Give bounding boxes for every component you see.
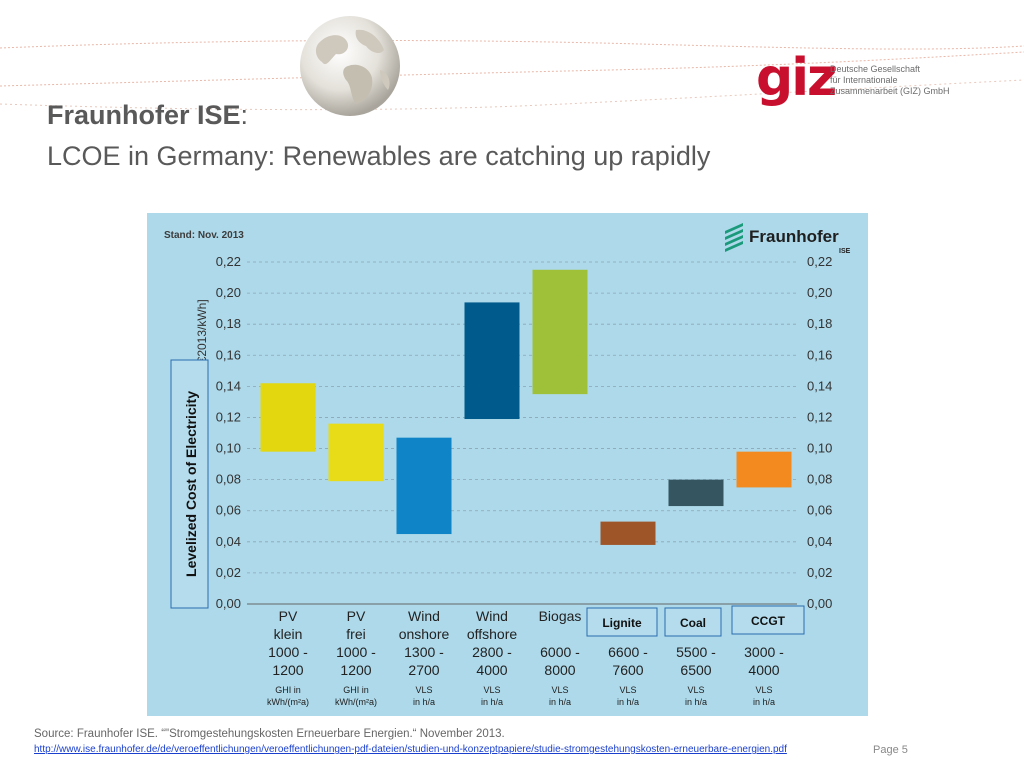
y-tick-label-right: 0,08 — [807, 472, 832, 487]
globe-icon — [300, 16, 400, 116]
x-category-label: Wind — [476, 608, 508, 624]
y-tick-label-right: 0,20 — [807, 285, 832, 300]
y-tick-label-left: 0,06 — [216, 503, 241, 518]
giz-logo-mark: giz — [756, 48, 837, 108]
overlay-label-box — [731, 605, 805, 635]
y-tick-label-right: 0,18 — [807, 316, 832, 331]
x-category-label: PV — [347, 608, 366, 624]
overlay-label-ccgt: CCGT — [751, 614, 786, 628]
x-range-label: 1300 - — [404, 644, 444, 660]
x-range-label: 8000 — [544, 662, 575, 678]
y-tick-label-left: 0,12 — [216, 409, 241, 424]
bar-lignite — [600, 521, 656, 545]
y-tick-label-left: 0,14 — [216, 378, 241, 393]
x-range-label: 6500 — [680, 662, 711, 678]
x-unit-label: VLS — [619, 685, 636, 695]
x-range-label: 2800 - — [472, 644, 512, 660]
overlay-label-box — [586, 607, 658, 637]
bar-wind-onshore — [396, 437, 452, 535]
x-category-label: Wind — [408, 608, 440, 624]
x-unit-label: in h/a — [617, 697, 639, 707]
fraunhofer-brand: Fraunhofer — [749, 227, 839, 246]
bar-coal — [668, 479, 724, 507]
x-unit-label: in h/a — [413, 697, 435, 707]
x-unit-label: VLS — [483, 685, 500, 695]
chart-stand-label: Stand: Nov. 2013 — [164, 230, 244, 241]
y-tick-label-left: 0,10 — [216, 441, 241, 456]
x-range-label: 1000 - — [268, 644, 308, 660]
fraunhofer-brand-sub: ISE — [839, 248, 851, 255]
y-tick-label-left: 0,00 — [216, 596, 241, 611]
fraunhofer-logo: Fraunhofer ISE — [725, 223, 851, 255]
x-category-label: onshore — [399, 626, 450, 642]
y-tick-label-right: 0,00 — [807, 596, 832, 611]
y-axis-label-original: [€2013/kWh] — [195, 299, 209, 366]
y-tick-label-left: 0,16 — [216, 347, 241, 362]
page-number: Page 5 — [873, 744, 908, 756]
bar-ccgt — [736, 451, 792, 488]
decorative-curves — [0, 40, 1024, 111]
y-tick-label-left: 0,08 — [216, 472, 241, 487]
x-unit-label: kWh/(m²a) — [335, 697, 377, 707]
x-range-label: 1200 — [272, 662, 303, 678]
x-unit-label: VLS — [755, 685, 772, 695]
x-range-label: 6600 - — [608, 644, 648, 660]
y-tick-label-right: 0,12 — [807, 409, 832, 424]
x-range-label: 4000 — [476, 662, 507, 678]
x-unit-label: VLS — [687, 685, 704, 695]
overlay-label-box — [664, 607, 722, 637]
x-category-label: offshore — [467, 626, 518, 642]
x-unit-label: kWh/(m²a) — [267, 697, 309, 707]
y-tick-label-right: 0,16 — [807, 347, 832, 362]
bar-wind-offshore — [464, 302, 520, 420]
x-unit-label: in h/a — [481, 697, 503, 707]
y-tick-label-left: 0,02 — [216, 565, 241, 580]
source-link[interactable]: http://www.ise.fraunhofer.de/de/veroeffe… — [34, 744, 787, 755]
y-tick-label-right: 0,14 — [807, 378, 832, 393]
bar-pv-frei — [328, 423, 384, 482]
y-tick-label-left: 0,04 — [216, 534, 241, 549]
x-unit-label: in h/a — [685, 697, 707, 707]
x-unit-label: GHI in — [275, 685, 301, 695]
x-range-label: 4000 — [748, 662, 779, 678]
x-range-label: 1000 - — [336, 644, 376, 660]
source-citation: Source: Fraunhofer ISE. “"Stromgestehung… — [34, 728, 505, 740]
y-tick-label-right: 0,22 — [807, 254, 832, 269]
bar-pv-klein — [260, 383, 316, 452]
x-range-label: 7600 — [612, 662, 643, 678]
overlay-label-lignite: Lignite — [602, 616, 642, 630]
x-range-label: 5500 - — [676, 644, 716, 660]
x-range-label: 1200 — [340, 662, 371, 678]
overlay-label-coal: Coal — [680, 616, 706, 630]
x-unit-label: GHI in — [343, 685, 369, 695]
y-tick-label-left: 0,18 — [216, 316, 241, 331]
giz-logo: giz Deutsche Gesellschaft für Internatio… — [756, 52, 956, 108]
y-tick-label-right: 0,10 — [807, 441, 832, 456]
x-unit-label: VLS — [415, 685, 432, 695]
x-unit-label: in h/a — [753, 697, 775, 707]
slide-subtitle: LCOE in Germany: Renewables are catching… — [47, 141, 711, 171]
x-range-label: 2700 — [408, 662, 439, 678]
x-category-label: frei — [346, 626, 365, 642]
x-category-label: Biogas — [539, 608, 582, 624]
x-unit-label: in h/a — [549, 697, 571, 707]
y-tick-label-right: 0,06 — [807, 503, 832, 518]
x-category-label: klein — [274, 626, 303, 642]
y-tick-label-left: 0,22 — [216, 254, 241, 269]
bar-biogas — [532, 269, 588, 395]
x-range-label: 6000 - — [540, 644, 580, 660]
x-range-label: 3000 - — [744, 644, 784, 660]
y-tick-label-left: 0,20 — [216, 285, 241, 300]
x-category-label: PV — [279, 608, 298, 624]
y-tick-label-right: 0,02 — [807, 565, 832, 580]
giz-logo-text: Deutsche Gesellschaft für Internationale… — [830, 64, 950, 96]
y-tick-label-right: 0,04 — [807, 534, 832, 549]
y-axis-label-overlay: Levelized Cost of Electricity — [183, 391, 199, 577]
ylabel-overlay-box — [170, 359, 209, 609]
lcoe-chart: Stand: Nov. 2013 Fraunhofer ISE [€2013/k… — [147, 213, 868, 716]
x-unit-label: VLS — [551, 685, 568, 695]
slide-title: Fraunhofer ISE: — [47, 100, 249, 130]
